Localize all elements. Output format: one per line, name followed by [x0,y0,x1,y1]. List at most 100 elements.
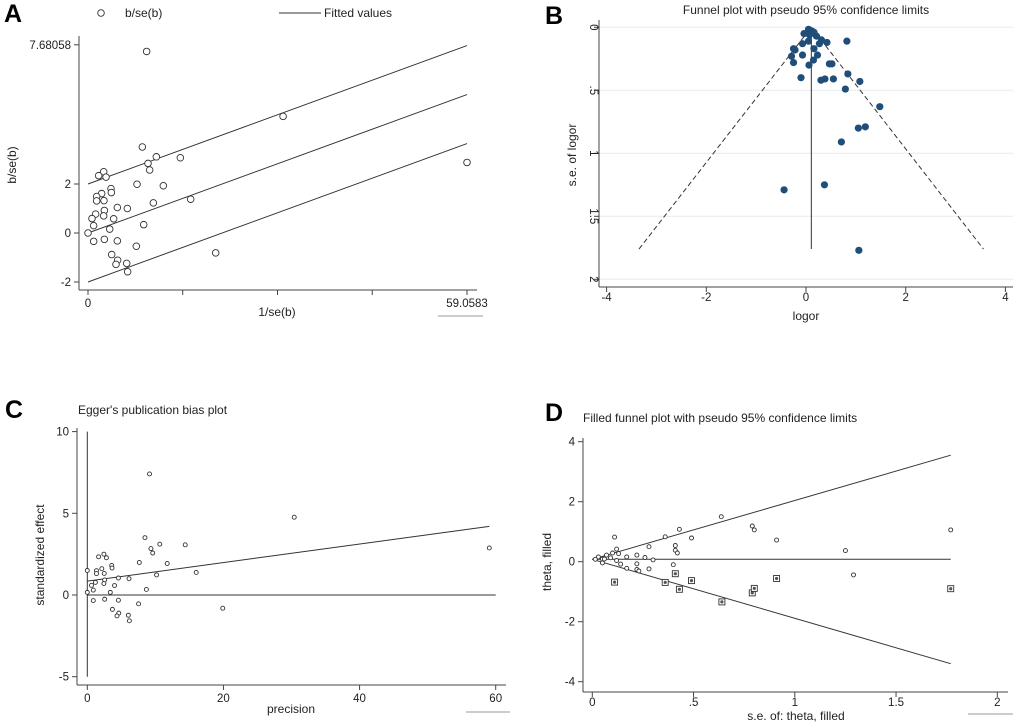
y-tick-label: 0 [587,24,599,30]
filled-data-point [773,575,781,582]
y-axis-title: standardized effect [33,504,47,606]
data-point [99,212,108,220]
data-point [823,38,831,47]
data-point [115,575,121,581]
data-point [99,566,105,572]
y-tick-label: 2 [65,179,71,191]
data-point [800,29,808,38]
panel-label: B [545,2,563,30]
data-point [851,572,856,578]
panel-label: A [4,0,22,28]
fitted-line [87,143,468,283]
data-point [805,61,813,69]
data-point [791,46,799,54]
x-axis-title: 1/se(b) [258,305,295,319]
legend: b/se(b) Fitted values [97,6,392,20]
inner-marker [720,600,724,604]
data-point [138,143,147,151]
panel-b: B Funnel plot with pseudo 95% confidence … [545,2,1013,323]
data-point [84,229,92,237]
inner-marker [663,580,667,585]
x-axis-title: s.e. of: theta, filled [747,709,844,722]
x-tick-label: 60 [489,693,502,705]
legend-label: b/se(b) [125,6,162,20]
data-point [798,40,807,48]
data-point [787,52,796,60]
panel-label: C [5,396,23,424]
data-point [107,250,116,259]
panel-c: C Egger's publication bias plot 0 20 40 60 -5 0… [5,396,510,716]
data-point [610,550,615,556]
data-point [92,579,98,585]
y-tick-label: .5 [587,86,599,96]
data-point [84,568,90,573]
data-point [90,587,96,593]
data-point [112,260,120,269]
data-point [105,225,114,233]
data-point [115,597,121,603]
x-tick-label: 2 [902,292,908,304]
filled-data-point [947,585,955,593]
filled-data-point [671,570,679,578]
y-tick-label: 2 [587,276,599,282]
data-point [125,612,131,618]
chart-title: Funnel plot with pseudo 95% confidence l… [683,3,929,17]
y-tick-label: -2 [61,277,71,289]
data-point [861,123,869,131]
y-tick-label: 7.68058 [29,40,71,52]
data-point [150,550,156,556]
data-point [101,551,107,557]
filled-data-point [688,577,695,585]
inner-marker [750,591,754,595]
data-point [100,196,108,205]
data-point [102,596,108,602]
y-tick-label: -2 [565,617,575,629]
data-point [145,166,154,174]
chart-title: Filled funnel plot with pseudo 95% confi… [583,411,857,425]
y-axis-title: b/se(b) [5,146,19,183]
inner-marker [689,579,694,583]
data-point [126,618,132,624]
filled-data-point [750,584,758,592]
x-tick-label: .5 [689,697,699,709]
data-point [186,195,195,203]
data-point [820,181,829,189]
inner-marker [752,586,756,591]
data-point [614,558,620,563]
fitted-line [87,525,490,582]
data-point [107,188,116,197]
data-point [624,554,630,560]
data-point [176,154,185,162]
y-tick-label: 0 [65,228,71,240]
data-point [774,537,780,543]
x-tick-label: 1 [792,697,798,709]
x-tick-label: 59.0583 [446,298,488,310]
panel-d: D Filled funnel plot with pseudo 95% conf… [540,399,1013,722]
fitted-line [87,45,468,185]
data-point [642,555,648,560]
data-point [152,153,161,161]
y-axis-title: theta, filled [540,533,554,591]
filled-data-point [661,578,669,586]
data-point [634,561,640,567]
data-point [809,56,818,64]
legend-label: Fitted values [324,6,392,20]
data-point [842,548,848,554]
x-axis-title: precision [267,702,315,716]
chart-title: Egger's publication bias plot [78,403,228,417]
data-point [604,552,609,558]
filled-data-point [675,585,683,593]
data-point [486,545,492,551]
y-tick-label: 10 [56,427,69,439]
data-point [595,554,601,560]
data-point [148,546,154,552]
data-point [211,249,220,257]
data-point [844,70,852,78]
panel-a: A0 59.0583-2027.680581/se(b)b/se(b)b/se(b… [4,0,488,319]
inner-marker [673,572,677,576]
legend-marker-circle [97,9,105,17]
data-point [100,235,109,244]
data-point [88,214,96,223]
data-point [220,605,226,611]
data-point [646,544,652,550]
